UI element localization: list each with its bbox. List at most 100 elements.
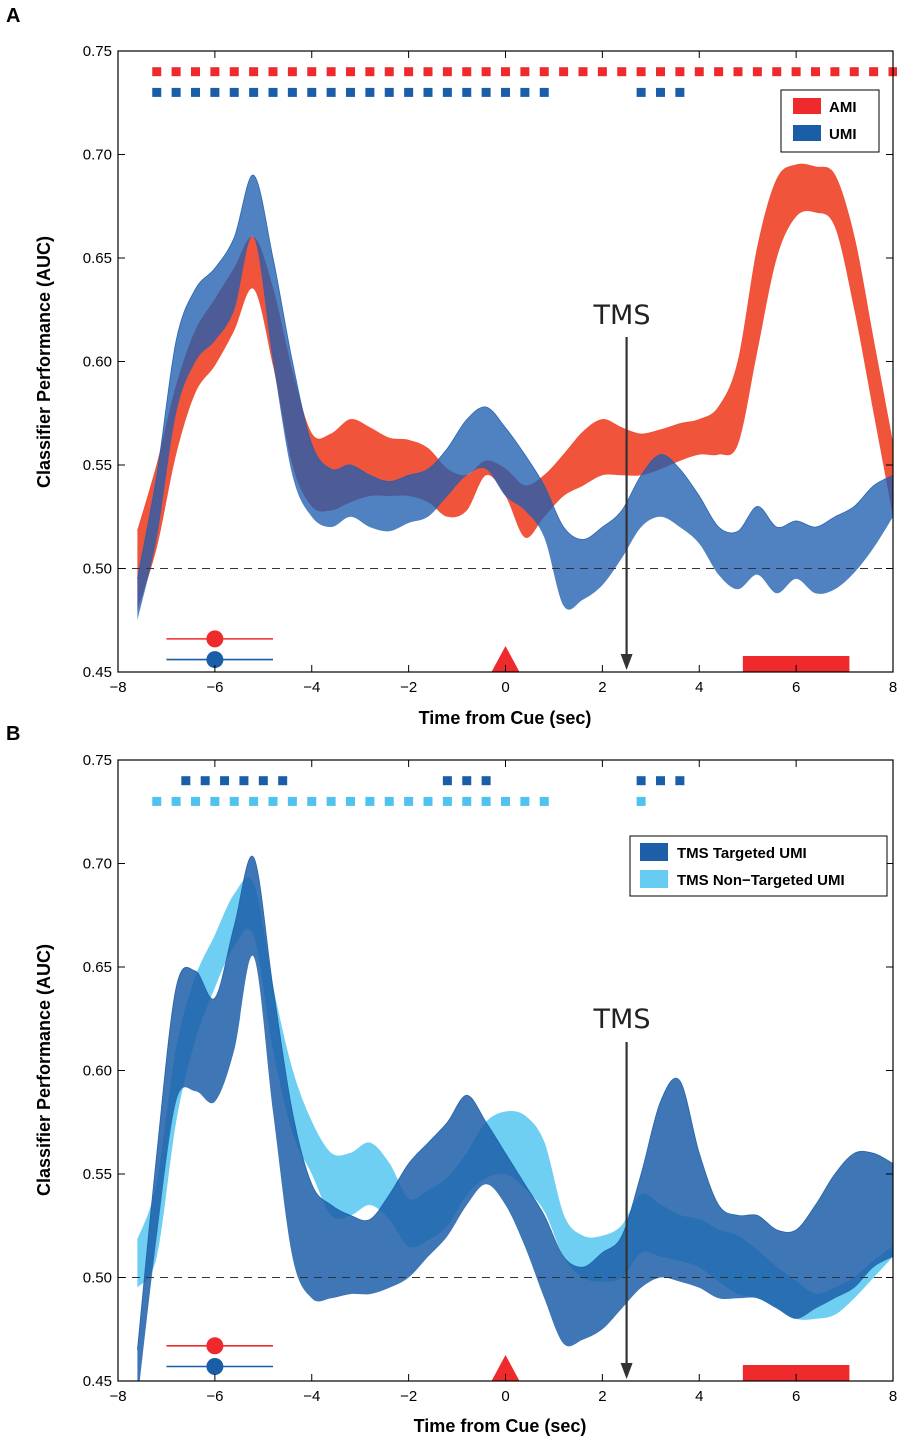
significance-marker bbox=[559, 67, 569, 77]
significance-marker bbox=[278, 776, 288, 786]
probe-bar bbox=[742, 656, 850, 672]
significance-marker bbox=[200, 776, 210, 786]
significance-marker bbox=[675, 67, 685, 77]
panel-a-tms-annotation: TMS bbox=[593, 300, 651, 331]
cue-triangle bbox=[491, 1355, 520, 1381]
significance-marker bbox=[326, 67, 336, 77]
band-tms-targeted-umi bbox=[137, 856, 893, 1381]
band-umi bbox=[137, 175, 893, 621]
significance-marker bbox=[191, 87, 200, 97]
significance-marker bbox=[520, 87, 530, 97]
cue-triangle bbox=[491, 646, 520, 672]
x-tick-label: 4 bbox=[695, 679, 703, 696]
x-tick-label: 8 bbox=[889, 679, 897, 696]
panel-b-legend-box bbox=[629, 835, 888, 897]
significance-marker bbox=[481, 796, 491, 806]
significance-marker bbox=[501, 87, 510, 97]
significance-marker bbox=[733, 67, 743, 77]
probe-bar bbox=[742, 1365, 850, 1381]
significance-marker bbox=[656, 87, 665, 97]
significance-marker bbox=[636, 796, 646, 806]
x-tick-label: 6 bbox=[792, 1388, 800, 1405]
significance-marker bbox=[346, 796, 355, 806]
y-tick-label: 0.75 bbox=[83, 43, 112, 60]
significance-marker bbox=[481, 67, 491, 77]
band-upper-edge bbox=[137, 855, 893, 1351]
y-tick-label: 0.65 bbox=[83, 959, 112, 976]
significance-marker bbox=[830, 67, 840, 77]
significance-marker bbox=[462, 87, 472, 97]
significance-marker bbox=[752, 67, 762, 77]
significance-marker bbox=[578, 67, 588, 77]
sample-marker-blue-dot bbox=[206, 1358, 224, 1376]
significance-marker bbox=[539, 87, 549, 97]
significance-marker bbox=[152, 796, 162, 806]
panel-a-ylabel: Classifier Performance (AUC) bbox=[34, 236, 54, 488]
panel-b-legend-swatch-targeted bbox=[640, 843, 668, 861]
significance-marker bbox=[210, 796, 220, 806]
y-tick-label: 0.50 bbox=[83, 561, 112, 578]
significance-marker bbox=[636, 67, 646, 77]
significance-marker bbox=[307, 87, 317, 97]
significance-marker bbox=[617, 67, 627, 77]
significance-marker bbox=[423, 67, 433, 77]
panel-b-ticks: −8 −6 −4 −2 0 2 4 6 8 0.45 0.50 0.55 0.60 0.65 0.70 0.7… bbox=[83, 752, 897, 1405]
significance-marker bbox=[442, 67, 452, 77]
significance-marker bbox=[268, 87, 278, 97]
significance-marker bbox=[811, 67, 820, 77]
panel-b-tms-annotation: TMS bbox=[593, 1004, 651, 1035]
significance-marker bbox=[191, 67, 200, 77]
x-tick-label: −2 bbox=[400, 1388, 417, 1405]
significance-marker bbox=[346, 87, 355, 97]
significance-marker bbox=[249, 796, 259, 806]
significance-marker bbox=[442, 796, 452, 806]
sample-marker-red-dot bbox=[206, 630, 224, 648]
panel-a-ticks: −8 −6 −4 −2 0 2 4 6 8 0.45 0.50 0.55 0.60 0.65 0.70 0.7… bbox=[83, 43, 897, 696]
x-tick-label: −6 bbox=[206, 679, 223, 696]
significance-marker bbox=[365, 67, 375, 77]
significance-marker bbox=[714, 67, 724, 77]
significance-marker bbox=[520, 67, 530, 77]
significance-marker bbox=[326, 87, 336, 97]
significance-marker bbox=[636, 87, 646, 97]
sample-marker-red-dot bbox=[206, 1337, 224, 1355]
significance-marker bbox=[656, 776, 665, 786]
significance-marker bbox=[772, 67, 782, 77]
x-tick-label: −4 bbox=[303, 1388, 320, 1405]
significance-marker bbox=[229, 796, 239, 806]
significance-marker bbox=[423, 87, 433, 97]
panel-a-letter: A bbox=[6, 5, 20, 27]
panel-a-decorations bbox=[118, 67, 897, 672]
significance-marker bbox=[384, 87, 394, 97]
significance-marker bbox=[171, 796, 181, 806]
significance-marker bbox=[675, 776, 685, 786]
x-tick-label: 0 bbox=[501, 679, 509, 696]
panel-b: B −8 −6 −4 −2 0 2 4 6 8 0.45 0.50 0.55 0.60 0.65 0.70 0… bbox=[6, 723, 897, 1436]
tms-arrow-head bbox=[620, 1363, 633, 1379]
significance-marker bbox=[423, 796, 433, 806]
significance-marker bbox=[462, 776, 472, 786]
sample-marker-blue-dot bbox=[206, 651, 224, 669]
significance-marker bbox=[181, 776, 191, 786]
y-tick-label: 0.65 bbox=[83, 250, 112, 267]
significance-marker bbox=[520, 796, 530, 806]
x-tick-label: −2 bbox=[400, 679, 417, 696]
panel-a: A −8 −6 −4 −2 0 2 4 6 8 0.45 0.50 0.55 0.60 0.65 0.70 0… bbox=[6, 5, 897, 728]
significance-marker bbox=[268, 67, 278, 77]
y-tick-label: 0.55 bbox=[83, 1166, 112, 1183]
significance-marker bbox=[287, 796, 297, 806]
x-tick-label: 4 bbox=[695, 1388, 703, 1405]
significance-marker bbox=[675, 87, 685, 97]
significance-marker bbox=[191, 796, 200, 806]
significance-marker bbox=[239, 776, 249, 786]
panel-a-legend-swatch-umi bbox=[793, 125, 821, 141]
significance-marker bbox=[210, 67, 220, 77]
significance-marker bbox=[171, 67, 181, 77]
band-upper-edge bbox=[137, 174, 893, 579]
significance-marker bbox=[307, 796, 317, 806]
x-tick-label: −4 bbox=[303, 679, 320, 696]
panel-b-bands bbox=[137, 855, 893, 1381]
panel-b-decorations bbox=[118, 776, 893, 1381]
significance-marker bbox=[539, 67, 549, 77]
